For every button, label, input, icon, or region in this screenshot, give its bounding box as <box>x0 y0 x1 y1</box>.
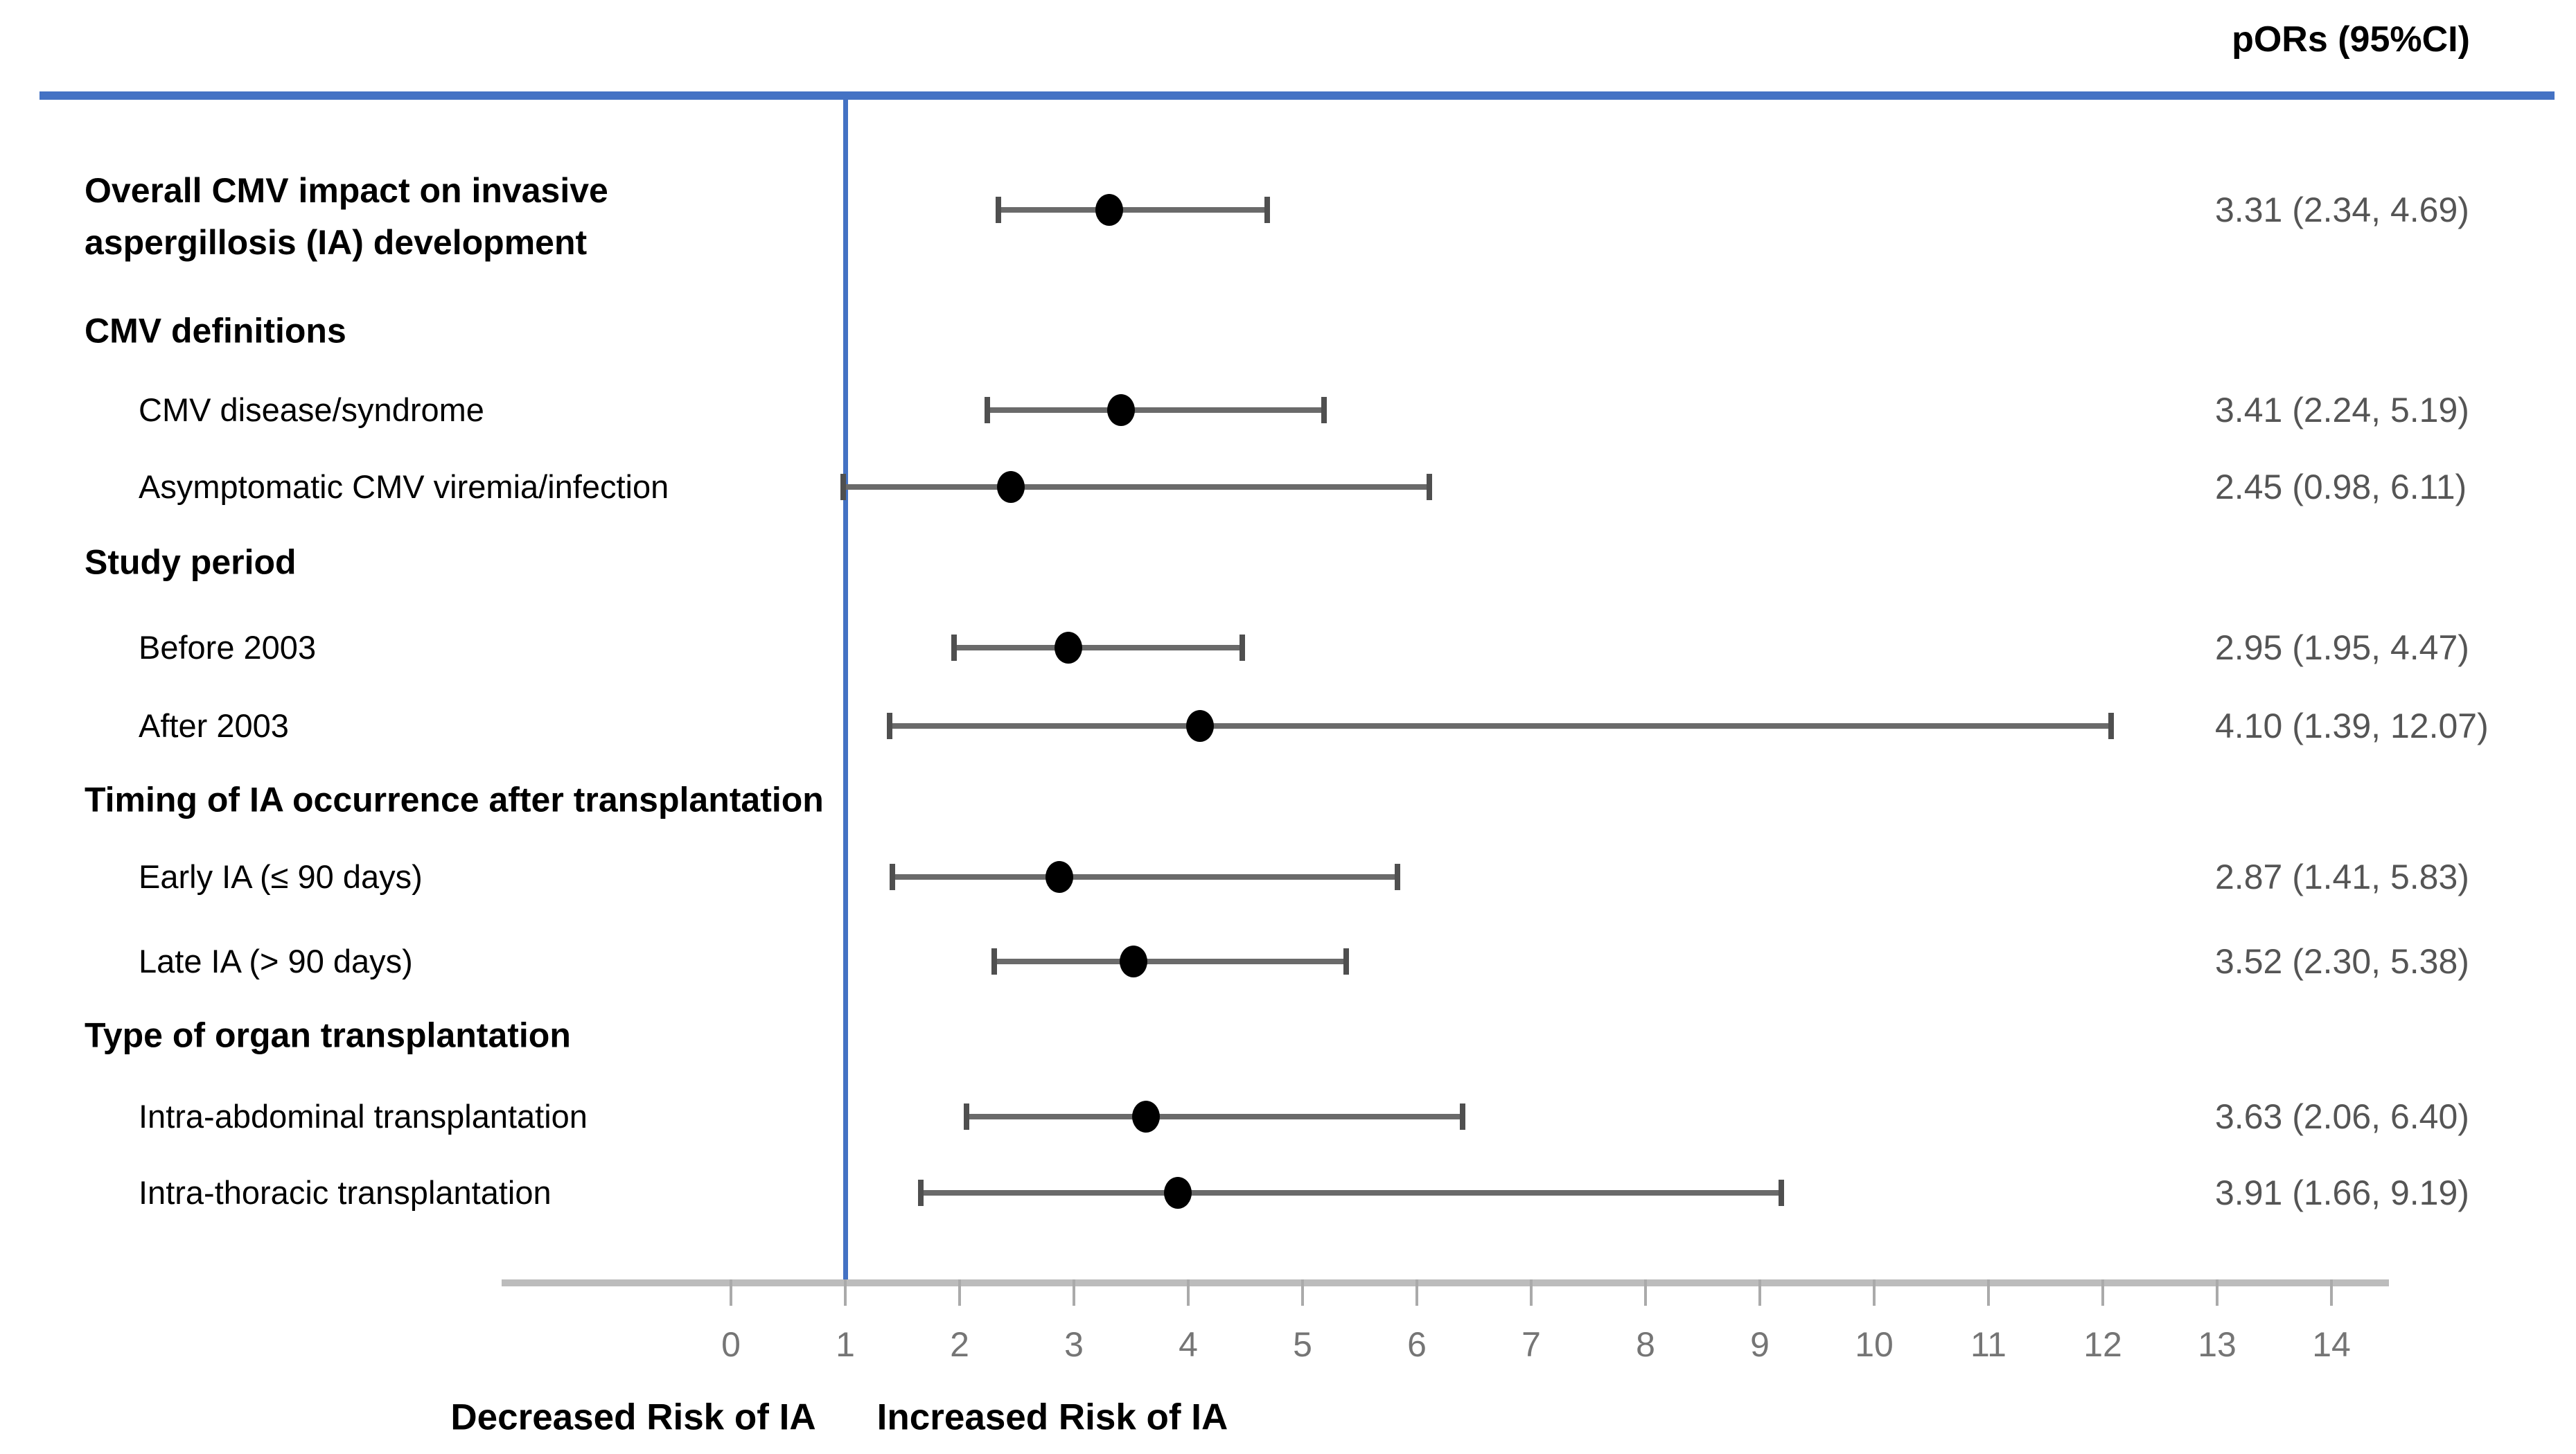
ci-whisker-line <box>966 1114 1463 1119</box>
ci-whisker-line <box>920 1190 1782 1196</box>
axis-tick-label: 11 <box>1970 1325 2006 1364</box>
axis-tick <box>844 1279 847 1306</box>
axis-tick-label: 8 <box>1636 1325 1655 1364</box>
por-value: 3.41 (2.24, 5.19) <box>2215 391 2469 429</box>
top-divider-rule <box>39 91 2555 100</box>
ci-cap-high <box>1239 635 1245 661</box>
axis-tick <box>1644 1279 1647 1306</box>
row-label: Before 2003 <box>139 628 317 666</box>
por-value: 4.10 (1.39, 12.07) <box>2215 707 2489 745</box>
ci-whisker-line <box>953 645 1242 650</box>
point-estimate-dot <box>1131 1101 1160 1133</box>
axis-tick-label: 0 <box>721 1325 741 1364</box>
ci-cap-low <box>917 1180 924 1206</box>
ci-cap-low <box>996 197 1002 223</box>
axis-tick-label: 13 <box>2198 1325 2237 1364</box>
axis-tick-label: 10 <box>1855 1325 1894 1364</box>
axis-tick <box>2330 1279 2333 1306</box>
ci-whisker-line <box>843 484 1430 490</box>
decreased-risk-label: Decreased Risk of IA <box>450 1397 816 1438</box>
axis-tick-label: 6 <box>1407 1325 1427 1364</box>
reference-line-or1 <box>843 96 848 1284</box>
axis-tick <box>1415 1279 1418 1306</box>
group-header-label: Timing of IA occurrence after transplant… <box>85 780 824 819</box>
por-value: 3.63 (2.06, 6.40) <box>2215 1097 2469 1136</box>
point-estimate-dot <box>1054 632 1082 664</box>
axis-tick <box>1987 1279 1990 1306</box>
row-label: After 2003 <box>139 707 289 744</box>
por-value: 3.31 (2.34, 4.69) <box>2215 190 2469 229</box>
ci-cap-high <box>1427 474 1433 500</box>
ci-whisker-line <box>892 874 1397 880</box>
axis-tick <box>1073 1279 1075 1306</box>
x-axis-line <box>502 1279 2389 1286</box>
por-value: 2.87 (1.41, 5.83) <box>2215 858 2469 896</box>
row-label: Overall CMV impact on invasive aspergill… <box>85 171 608 262</box>
axis-tick <box>1187 1279 1190 1306</box>
axis-tick <box>2101 1279 2104 1306</box>
axis-tick <box>958 1279 961 1306</box>
increased-risk-label: Increased Risk of IA <box>876 1397 1228 1438</box>
ci-cap-low <box>951 635 957 661</box>
axis-tick <box>1758 1279 1761 1306</box>
ci-cap-high <box>1394 864 1400 890</box>
ci-whisker-line <box>998 207 1267 213</box>
ci-cap-high <box>2108 713 2114 739</box>
point-estimate-dot <box>997 471 1025 503</box>
axis-tick-label: 7 <box>1521 1325 1541 1364</box>
por-value: 3.52 (2.30, 5.38) <box>2215 942 2469 981</box>
axis-tick-label: 1 <box>836 1325 855 1364</box>
axis-tick-label: 14 <box>2312 1325 2351 1364</box>
ci-cap-low <box>984 397 990 423</box>
axis-tick-label: 12 <box>2083 1325 2122 1364</box>
row-label: Asymptomatic CMV viremia/infection <box>139 468 669 505</box>
group-header-label: Study period <box>85 542 297 582</box>
point-estimate-dot <box>1095 194 1124 226</box>
axis-tick-label: 4 <box>1179 1325 1198 1364</box>
ci-whisker-line <box>994 959 1346 964</box>
row-label: CMV disease/syndrome <box>139 391 484 428</box>
axis-tick <box>1301 1279 1304 1306</box>
ci-cap-low <box>889 864 895 890</box>
axis-tick <box>1873 1279 1876 1306</box>
ci-cap-high <box>1321 397 1327 423</box>
row-label: Intra-thoracic transplantation <box>139 1173 552 1211</box>
point-estimate-dot <box>1119 946 1147 977</box>
ci-whisker-line <box>987 407 1325 413</box>
ci-cap-low <box>887 713 893 739</box>
ci-cap-high <box>1460 1103 1465 1130</box>
axis-tick-label: 5 <box>1293 1325 1312 1364</box>
axis-tick <box>730 1279 732 1306</box>
axis-tick <box>1530 1279 1533 1306</box>
por-value: 2.45 (0.98, 6.11) <box>2215 468 2467 506</box>
axis-tick-label: 3 <box>1064 1325 1084 1364</box>
ci-cap-high <box>1264 197 1270 223</box>
row-label: Intra-abdominal transplantation <box>139 1097 588 1135</box>
point-estimate-dot <box>1164 1177 1192 1209</box>
ci-cap-high <box>1779 1180 1785 1206</box>
point-estimate-dot <box>1045 861 1073 893</box>
ci-cap-low <box>963 1103 969 1130</box>
row-label: Early IA (≤ 90 days) <box>139 858 423 895</box>
point-estimate-dot <box>1185 710 1214 742</box>
por-value: 3.91 (1.66, 9.19) <box>2215 1173 2469 1212</box>
por-value: 2.95 (1.95, 4.47) <box>2215 628 2469 667</box>
axis-tick-label: 9 <box>1750 1325 1770 1364</box>
ci-cap-high <box>1343 948 1349 975</box>
axis-tick-label: 2 <box>950 1325 969 1364</box>
ci-whisker-line <box>890 723 2111 729</box>
pors-column-header: pORs (95%CI) <box>2232 19 2470 60</box>
ci-cap-low <box>840 474 846 500</box>
group-header-label: Type of organ transplantation <box>85 1016 571 1055</box>
axis-tick <box>2216 1279 2218 1306</box>
row-label: Late IA (> 90 days) <box>139 942 413 979</box>
point-estimate-dot <box>1106 394 1135 426</box>
ci-cap-low <box>991 948 997 975</box>
group-header-label: CMV definitions <box>85 311 346 351</box>
